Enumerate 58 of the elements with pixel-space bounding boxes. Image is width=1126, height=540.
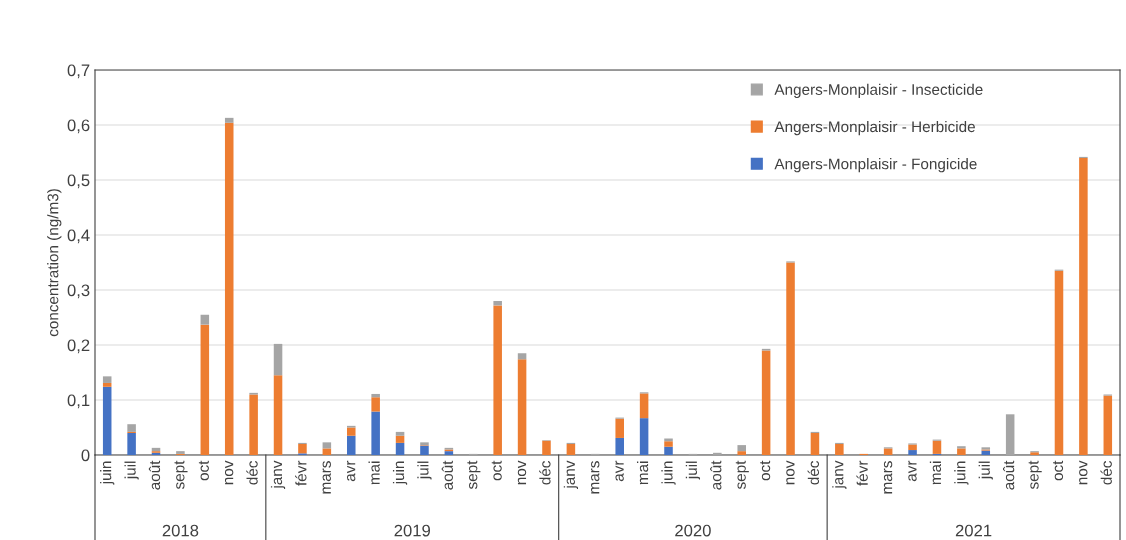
x-tick-label: déc [1100, 460, 1112, 485]
x-tick-label: mars [883, 461, 893, 494]
x-tick-label: mars [322, 461, 331, 494]
x-tick-label: avr [346, 460, 356, 482]
x-tick-label: août [1003, 460, 1015, 490]
x-tick-label: juin [392, 461, 408, 485]
x-tick-label: mars [591, 461, 600, 494]
legend-label: Angers-Monplaisir - Herbicide [774, 120, 975, 136]
x-tick-label: nov [786, 460, 795, 485]
text: 2019 [394, 524, 431, 537]
x-tick-label: sept [174, 460, 188, 490]
y-tick-label: 0,7 [67, 64, 90, 79]
y-tick-label: 0,3 [67, 284, 90, 299]
x-tick-label: juin [100, 461, 115, 485]
y-axis-title: concentration (ng/m3) [47, 189, 62, 337]
x-tick-label: mai [636, 461, 649, 485]
x-tick-label: avr [615, 460, 624, 482]
x-tick-label: avr [908, 460, 917, 482]
x-tick-label: juil [978, 461, 993, 480]
x-tick-label: janv [832, 460, 847, 489]
x-tick-label: sept [735, 460, 749, 490]
x-tick-label: juil [124, 461, 139, 480]
y-tick-label: 0 [81, 449, 90, 462]
x-tick-label: oct [198, 460, 209, 481]
x-tick-label: juil [685, 461, 701, 480]
y-tick-label: 0,6 [67, 119, 90, 134]
x-tick-label: mai [929, 461, 942, 485]
x-tick-label: sept [1028, 460, 1042, 490]
y-tick-label: 0,4 [67, 229, 90, 244]
x-tick-label: déc [807, 460, 820, 485]
x-tick-label: juin [661, 461, 676, 485]
legend-label: Angers-Monplaisir - Insecticide [774, 83, 983, 98]
x-tick-label: oct [1053, 460, 1064, 481]
x-tick-label: févr [856, 460, 868, 486]
text: 2021 [955, 524, 992, 537]
y-tick-label: 0,5 [67, 174, 90, 189]
x-tick-label: sept [467, 460, 481, 490]
x-tick-label: nov [224, 460, 234, 485]
x-tick-label: oct [760, 460, 771, 481]
x-tick-label: oct [491, 460, 502, 481]
x-tick-label: déc [539, 460, 551, 485]
x-tick-label: août [441, 460, 453, 490]
x-tick-label: janv [563, 460, 579, 489]
x-tick-label: juin [954, 461, 969, 485]
y-tick-label: 0,2 [67, 339, 90, 354]
text: 2020 [675, 524, 711, 537]
x-tick-label: déc [246, 460, 258, 485]
x-tick-label: août [710, 460, 722, 490]
x-tick-label: janv [270, 460, 286, 489]
x-tick-label: févr [295, 460, 307, 486]
x-tick-label: juil [417, 461, 432, 480]
x-tick-label: nov [1079, 460, 1088, 485]
legend-label: Angers-Monplaisir - Fongicide [774, 158, 977, 173]
y-tick-label: 0,1 [67, 394, 90, 409]
text: 2018 [162, 524, 199, 537]
x-tick-label: mai [368, 461, 380, 485]
x-tick-label: nov [517, 460, 527, 485]
x-tick-label: août [148, 460, 161, 490]
